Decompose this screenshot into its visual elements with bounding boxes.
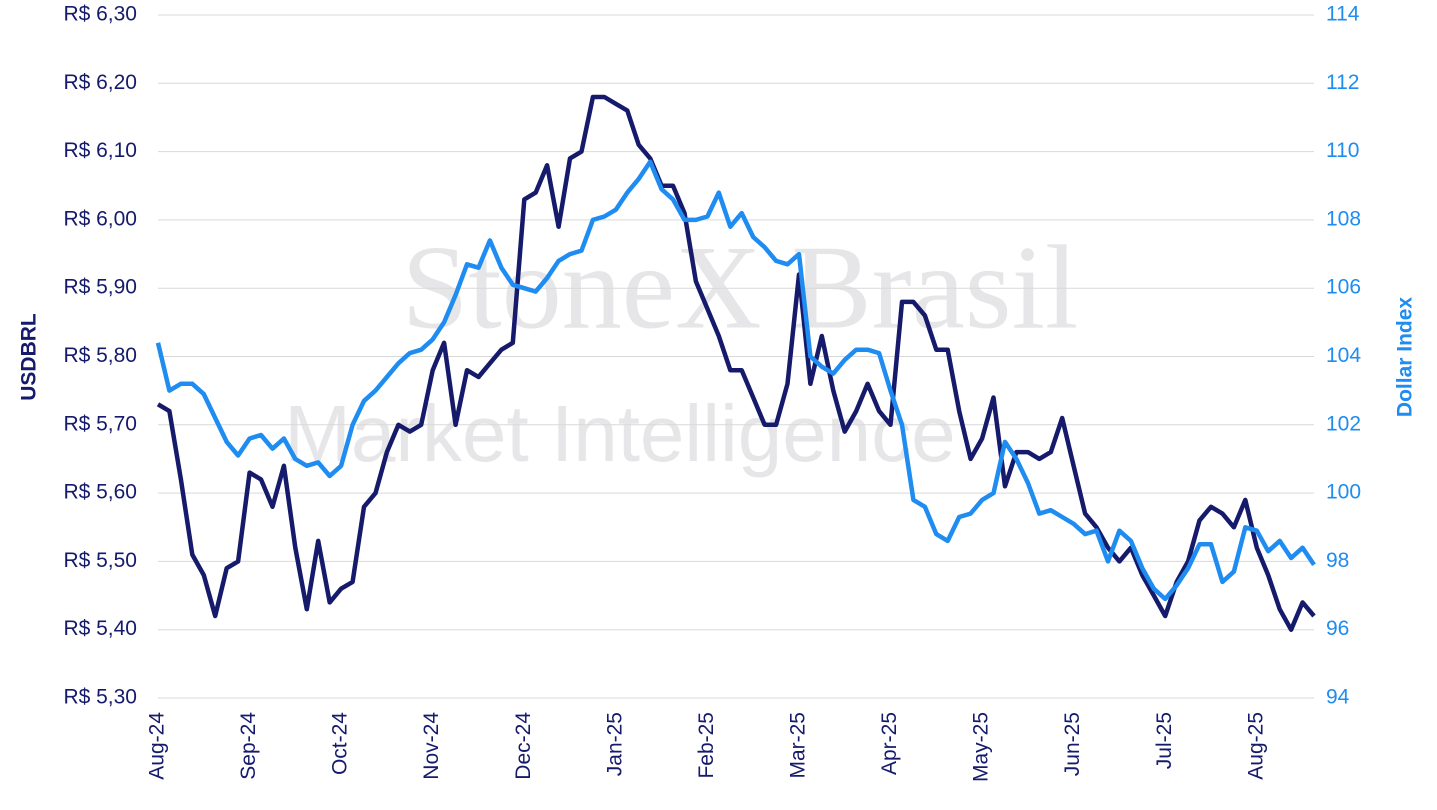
y-tick-label: R$ 5,60	[63, 481, 137, 504]
x-tick-label: Sep-24	[237, 712, 260, 780]
y-tick-label: R$ 6,10	[63, 139, 137, 162]
y2-tick-label: 110	[1326, 139, 1359, 162]
y2-tick-label: 108	[1326, 207, 1361, 230]
y-tick-label: R$ 5,80	[63, 344, 137, 367]
y-axis-title: USDBRL	[18, 313, 41, 401]
y-tick-label: R$ 6,00	[63, 207, 137, 230]
y2-tick-label: 104	[1326, 344, 1361, 367]
y-tick-label: R$ 5,40	[63, 617, 137, 640]
y2-tick-label: 94	[1326, 686, 1350, 709]
x-tick-label: Oct-24	[329, 712, 352, 775]
x-tick-label: Jul-25	[1153, 712, 1176, 769]
x-tick-label: Aug-25	[1244, 712, 1267, 780]
y-tick-label: R$ 6,30	[63, 3, 137, 26]
x-tick-label: Jun-25	[1061, 712, 1084, 776]
y2-tick-label: 112	[1326, 71, 1359, 94]
y-tick-label: R$ 5,30	[63, 686, 137, 709]
x-tick-label: Aug-24	[146, 712, 169, 780]
y2-tick-label: 96	[1326, 617, 1349, 640]
y2-tick-label: 106	[1326, 276, 1361, 299]
y2-tick-label: 98	[1326, 549, 1349, 572]
y2-tick-label: 102	[1326, 412, 1361, 435]
watermark: StoneX Brasil	[402, 221, 1079, 354]
x-tick-label: Jan-25	[603, 712, 626, 776]
x-tick-label: Feb-25	[695, 712, 718, 779]
y2-tick-label: 114	[1326, 3, 1360, 26]
series-line	[156, 94, 1316, 632]
x-tick-label: May-25	[970, 712, 993, 782]
y2-axis-title: Dollar Index	[1394, 297, 1417, 418]
x-tick-label: Dec-24	[512, 712, 535, 780]
y-tick-label: R$ 5,70	[63, 412, 137, 435]
x-tick-label: Mar-25	[786, 712, 809, 779]
x-tick-label: Nov-24	[420, 712, 443, 780]
y-tick-label: R$ 5,90	[63, 276, 137, 299]
y2-tick-label: 100	[1326, 481, 1361, 504]
series-line	[155, 159, 1316, 602]
y-tick-label: R$ 6,20	[63, 71, 137, 94]
y-tick-label: R$ 5,50	[63, 549, 137, 572]
x-tick-label: Apr-25	[878, 712, 901, 775]
